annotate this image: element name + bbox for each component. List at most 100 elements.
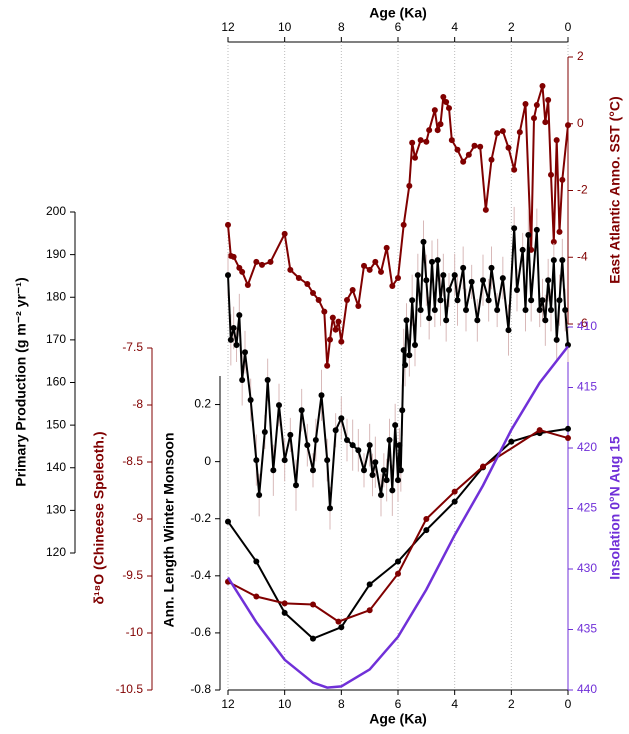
data-point — [514, 287, 520, 294]
data-point — [402, 362, 409, 369]
data-point — [448, 137, 455, 144]
data-point — [440, 94, 447, 101]
data-point — [417, 137, 424, 144]
data-point — [494, 307, 501, 314]
data-point — [505, 144, 512, 151]
data-point — [426, 127, 433, 134]
data-point — [429, 258, 435, 265]
data-point — [460, 264, 467, 271]
data-point — [304, 442, 311, 449]
data-point — [485, 297, 492, 304]
data-point — [310, 601, 316, 608]
y-tick-label: 425 — [577, 501, 597, 515]
data-point — [443, 317, 450, 324]
y-tick-label: -0.8 — [190, 682, 211, 696]
data-point — [545, 97, 552, 104]
data-point — [287, 431, 294, 438]
data-point — [556, 228, 563, 235]
x-axis-label-top: Age (Ka) — [369, 5, 427, 21]
data-point — [519, 246, 526, 253]
data-point — [298, 407, 305, 414]
y-axis-label: Primary Production (g m⁻² yr⁻¹) — [13, 277, 29, 486]
data-point — [344, 296, 350, 303]
y-tick-label: 0.2 — [194, 397, 211, 411]
data-point — [324, 457, 331, 464]
y-tick-label: 0 — [204, 454, 211, 468]
y-tick-label: -8 — [132, 397, 143, 411]
data-point — [395, 274, 401, 281]
data-point — [451, 272, 458, 279]
data-point — [454, 146, 461, 153]
data-point — [522, 101, 529, 108]
data-point — [318, 392, 325, 399]
data-point — [553, 336, 560, 343]
data-point — [531, 115, 537, 122]
y-tick-label: -8.5 — [122, 454, 143, 468]
data-point — [261, 428, 268, 435]
data-point — [230, 324, 237, 331]
data-point — [505, 327, 512, 334]
data-point — [431, 307, 438, 314]
data-point — [386, 437, 393, 444]
data-point — [369, 471, 376, 478]
data-point — [372, 258, 379, 265]
data-point — [233, 341, 240, 348]
data-point — [528, 297, 535, 304]
data-point — [327, 505, 333, 512]
x-tick-label: 4 — [451, 697, 458, 711]
x-tick-label: 12 — [221, 20, 235, 34]
x-tick-label: 8 — [338, 20, 345, 34]
data-point — [310, 289, 316, 296]
data-point — [366, 442, 373, 449]
data-point — [324, 362, 331, 369]
data-point — [315, 296, 322, 303]
data-point — [474, 317, 481, 324]
data-point — [550, 257, 557, 264]
y-tick-label: -4 — [577, 249, 588, 263]
data-point — [239, 268, 246, 275]
data-point — [542, 317, 549, 324]
y-axis-label: Ann. Length Winter Monsoon — [161, 432, 177, 627]
data-point — [431, 107, 438, 114]
data-point — [440, 272, 447, 279]
data-point — [494, 130, 501, 137]
data-point — [434, 127, 441, 134]
y-tick-label: 420 — [577, 440, 597, 454]
data-point — [281, 230, 288, 237]
data-point — [247, 396, 254, 403]
data-point — [423, 277, 430, 284]
data-point — [372, 459, 379, 466]
data-point — [335, 618, 342, 625]
data-point — [329, 314, 336, 321]
y-tick-label: -2 — [577, 183, 588, 197]
data-point — [312, 437, 319, 444]
data-point — [349, 286, 356, 293]
data-point — [423, 138, 430, 145]
data-point — [366, 581, 373, 588]
data-point — [400, 221, 407, 228]
y-tick-label: 120 — [46, 545, 66, 559]
data-point — [349, 442, 356, 449]
data-point — [383, 477, 390, 484]
data-point — [463, 307, 469, 314]
data-point — [426, 315, 433, 322]
data-point — [338, 338, 345, 345]
data-point — [516, 129, 523, 136]
data-point — [406, 352, 413, 359]
data-point — [559, 176, 566, 183]
x-tick-label: 10 — [278, 20, 292, 34]
y-tick-label: 160 — [46, 375, 66, 389]
y-axis-label: δ¹⁸O (Chineese Speleoth.) — [91, 431, 107, 604]
y-tick-label: 170 — [46, 332, 66, 346]
data-point — [287, 266, 294, 273]
data-point — [409, 139, 416, 146]
data-point — [460, 158, 467, 165]
data-point — [253, 558, 260, 565]
data-point — [230, 253, 237, 260]
data-point — [281, 609, 288, 616]
data-point — [225, 518, 231, 525]
y-tick-label: -9 — [132, 511, 143, 525]
y-tick-label: 150 — [46, 417, 66, 431]
data-point — [409, 297, 416, 304]
